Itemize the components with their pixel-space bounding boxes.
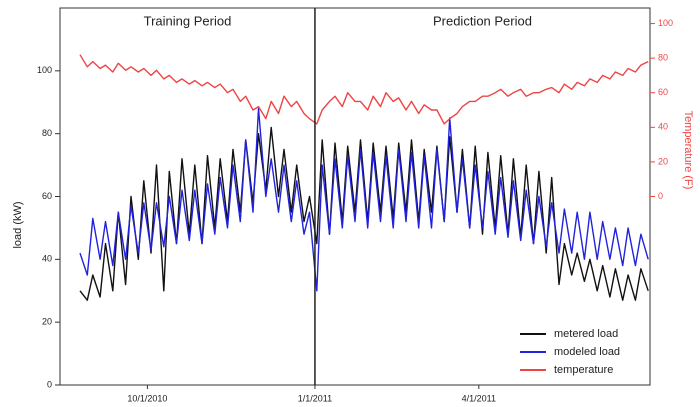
y2-axis-label: Temperature (F) bbox=[682, 111, 694, 190]
y2-tick-label: 0 bbox=[658, 191, 663, 201]
y2-tick-label: 40 bbox=[658, 122, 668, 132]
legend-label: metered load bbox=[554, 328, 618, 340]
y-axis-label: load (kW) bbox=[12, 201, 24, 248]
y2-tick-label: 80 bbox=[658, 53, 668, 63]
y2-tick-label: 60 bbox=[658, 87, 668, 97]
series-line bbox=[79, 126, 649, 301]
x-tick-label: 10/1/2010 bbox=[127, 393, 167, 403]
series-line bbox=[79, 54, 649, 125]
y-tick-label: 0 bbox=[47, 379, 52, 389]
y-tick-label: 100 bbox=[37, 65, 52, 75]
x-tick-label: 1/1/2011 bbox=[298, 393, 332, 403]
y2-tick-label: 100 bbox=[658, 18, 673, 28]
annotation: Training Period bbox=[144, 13, 232, 28]
annotation: Prediction Period bbox=[433, 13, 532, 28]
x-tick-label: 4/1/2011 bbox=[462, 393, 496, 403]
y-tick-label: 20 bbox=[42, 317, 52, 327]
y-tick-label: 40 bbox=[42, 254, 52, 264]
legend-label: temperature bbox=[554, 364, 613, 376]
y2-tick-label: 20 bbox=[658, 156, 668, 166]
series-line bbox=[79, 107, 649, 292]
legend-label: modeled load bbox=[554, 346, 620, 358]
y-tick-label: 60 bbox=[42, 191, 52, 201]
y-tick-label: 80 bbox=[42, 128, 52, 138]
